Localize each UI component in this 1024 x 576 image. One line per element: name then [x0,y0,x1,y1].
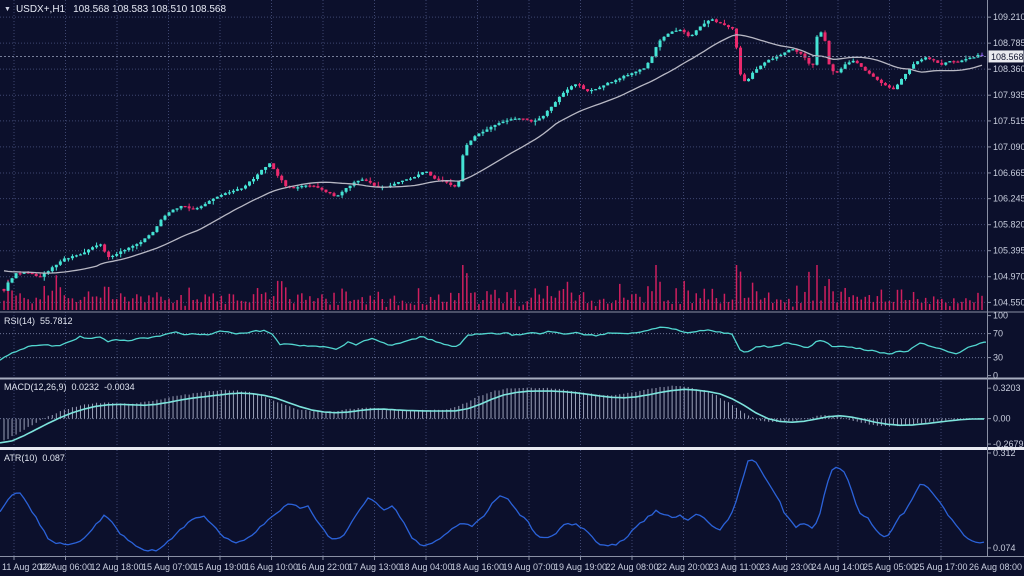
svg-text:0: 0 [993,371,998,381]
svg-text:0.00: 0.00 [993,414,1011,424]
svg-text:15 Aug 07:00: 15 Aug 07:00 [142,562,195,572]
candles-layer[interactable] [2,18,984,293]
svg-text:16 Aug 22:00: 16 Aug 22:00 [296,562,349,572]
svg-text:104.550: 104.550 [993,297,1024,307]
svg-text:-0.2679: -0.2679 [993,439,1024,449]
svg-text:19 Aug 07:00: 19 Aug 07:00 [502,562,555,572]
svg-text:30: 30 [993,353,1003,363]
rsi-panel-caption: RSI(14) 55.7812 [4,316,78,326]
svg-text:109.210: 109.210 [993,12,1024,22]
macd-panel-caption: MACD(12,26,9) 0.0232 -0.0034 [4,382,140,392]
svg-text:22 Aug 08:00: 22 Aug 08:00 [605,562,658,572]
svg-text:26 Aug 08:00: 26 Aug 08:00 [969,562,1022,572]
chart-title-bar: ▼ USDX+,H1 108.568 108.583 108.510 108.568 [4,4,226,15]
svg-text:107.515: 107.515 [993,116,1024,126]
rsi-indicator-label: RSI(14) [4,316,36,326]
svg-text:19 Aug 19:00: 19 Aug 19:00 [554,562,607,572]
svg-text:105.395: 105.395 [993,246,1024,256]
svg-text:0.074: 0.074 [993,543,1016,553]
macd-indicator-label: MACD(12,26,9) [4,382,67,392]
svg-text:17 Aug 13:00: 17 Aug 13:00 [348,562,401,572]
svg-text:106.665: 106.665 [993,168,1024,178]
svg-text:16 Aug 10:00: 16 Aug 10:00 [245,562,298,572]
svg-text:22 Aug 20:00: 22 Aug 20:00 [657,562,710,572]
current-price-marker: 108.568 [988,50,1024,63]
svg-text:24 Aug 14:00: 24 Aug 14:00 [811,562,864,572]
macd-histogram [3,385,983,441]
svg-text:15 Aug 19:00: 15 Aug 19:00 [193,562,246,572]
ohlc-quote-values: 108.568 108.583 108.510 108.568 [73,4,227,15]
svg-text:108.785: 108.785 [993,38,1024,48]
svg-text:12 Aug 06:00: 12 Aug 06:00 [39,562,92,572]
svg-text:11 Aug 2022: 11 Aug 2022 [2,562,52,572]
svg-text:105.820: 105.820 [993,220,1024,230]
svg-text:100: 100 [993,311,1008,321]
macd-main-value: 0.0232 [71,382,100,392]
svg-text:25 Aug 17:00: 25 Aug 17:00 [914,562,967,572]
macd-signal-line [0,388,984,444]
atr-current-value: 0.087 [42,453,65,463]
svg-text:23 Aug 23:00: 23 Aug 23:00 [760,562,813,572]
atr-line [0,459,985,552]
svg-text:23 Aug 11:00: 23 Aug 11:00 [709,562,761,572]
volume-layer [3,265,983,310]
svg-text:18 Aug 04:00: 18 Aug 04:00 [399,562,452,572]
svg-text:0.312: 0.312 [993,448,1016,458]
rsi-current-value: 55.7812 [40,316,73,326]
svg-text:0.3203: 0.3203 [993,383,1021,393]
svg-text:108.568: 108.568 [991,52,1024,62]
price-axis[interactable]: 109.210 108.785 108.360 107.935 107.515 107.0… [988,12,1024,553]
symbol-dropdown-icon[interactable]: ▼ [4,6,11,13]
atr-panel-caption: ATR(10) 0.087 [4,453,70,463]
svg-text:104.970: 104.970 [993,272,1024,282]
atr-indicator-label: ATR(10) [4,453,38,463]
macd-signal-value: -0.0034 [104,382,135,392]
rsi-line [0,326,987,361]
symbol-timeframe-label: USDX+,H1 [15,4,66,15]
svg-text:12 Aug 18:00: 12 Aug 18:00 [90,562,143,572]
svg-text:25 Aug 05:00: 25 Aug 05:00 [863,562,916,572]
grid-layer [0,0,987,556]
svg-text:107.090: 107.090 [993,142,1024,152]
ma-line [3,34,983,274]
panel-separators[interactable] [0,0,1024,557]
svg-text:70: 70 [993,329,1003,339]
svg-text:108.360: 108.360 [993,64,1024,74]
svg-text:18 Aug 16:00: 18 Aug 16:00 [451,562,504,572]
svg-text:107.935: 107.935 [993,90,1024,100]
svg-text:106.245: 106.245 [993,194,1024,204]
